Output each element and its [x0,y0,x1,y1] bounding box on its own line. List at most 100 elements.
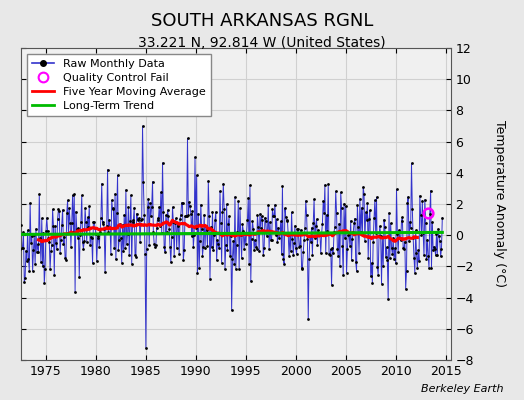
Point [42,227,50,234]
Point [408,206,417,212]
Point [103,223,111,229]
Point [161,248,169,255]
Point [177,212,185,218]
Point [192,172,201,178]
Point [391,260,400,266]
Point [90,219,99,226]
Point [84,224,93,230]
Point [62,210,71,216]
Point [255,248,263,255]
Point [419,230,428,236]
Point [168,204,177,210]
Point [178,199,186,206]
Point [170,253,178,260]
Point [384,296,392,302]
Point [143,246,151,252]
Point [71,289,79,295]
Point [272,216,281,222]
Point [73,234,82,241]
Point [189,244,198,250]
Point [276,230,284,236]
Point [386,255,394,262]
Point [179,257,188,264]
Point [349,229,357,236]
Point [51,223,59,230]
Point [41,266,49,272]
Point [297,226,305,233]
Point [79,239,87,245]
Point [275,235,283,242]
Point [215,245,223,251]
Point [326,252,334,258]
Point [435,233,443,240]
Point [151,242,160,248]
Point [417,232,425,238]
Point [308,224,316,231]
Point [211,217,219,224]
Point [173,221,182,227]
Point [316,230,324,236]
Point [155,204,163,210]
Point [154,215,162,222]
Point [438,246,446,252]
Point [131,252,139,258]
Point [222,242,230,248]
Point [273,239,281,246]
Point [182,213,191,220]
Point [113,172,122,178]
Point [180,247,188,253]
Point [381,254,390,260]
Point [164,212,172,219]
Point [32,226,40,232]
Point [350,220,358,226]
Point [199,244,208,250]
Point [127,192,135,198]
Point [134,217,143,223]
Point [365,216,373,222]
Point [154,216,162,223]
Point [27,240,35,246]
Point [251,237,259,243]
Point [174,223,182,230]
Point [93,235,102,241]
Point [75,274,83,280]
Point [117,259,126,266]
Point [342,203,350,210]
Point [271,202,279,208]
Point [352,258,360,265]
Point [181,213,189,219]
Point [401,238,409,245]
Point [60,234,69,240]
Point [83,214,92,220]
Point [52,240,60,246]
Point [405,238,413,244]
Point [69,229,78,235]
Point [229,238,237,244]
Text: 33.221 N, 92.814 W (United States): 33.221 N, 92.814 W (United States) [138,36,386,50]
Point [305,256,313,262]
Point [246,182,254,188]
Point [338,243,346,249]
Point [16,245,24,252]
Point [328,282,336,288]
Point [292,251,301,258]
Point [240,246,248,252]
Point [58,222,66,228]
Point [26,200,34,206]
Y-axis label: Temperature Anomaly (°C): Temperature Anomaly (°C) [494,120,506,288]
Point [403,200,411,206]
Point [435,238,444,244]
Point [54,206,63,212]
Point [64,230,73,237]
Point [133,210,141,217]
Point [385,210,393,216]
Point [401,286,410,292]
Point [78,192,86,198]
Point [119,248,127,254]
Point [387,244,396,251]
Point [308,251,316,258]
Point [333,246,342,252]
Point [95,244,103,250]
Point [358,230,367,237]
Point [227,307,236,314]
